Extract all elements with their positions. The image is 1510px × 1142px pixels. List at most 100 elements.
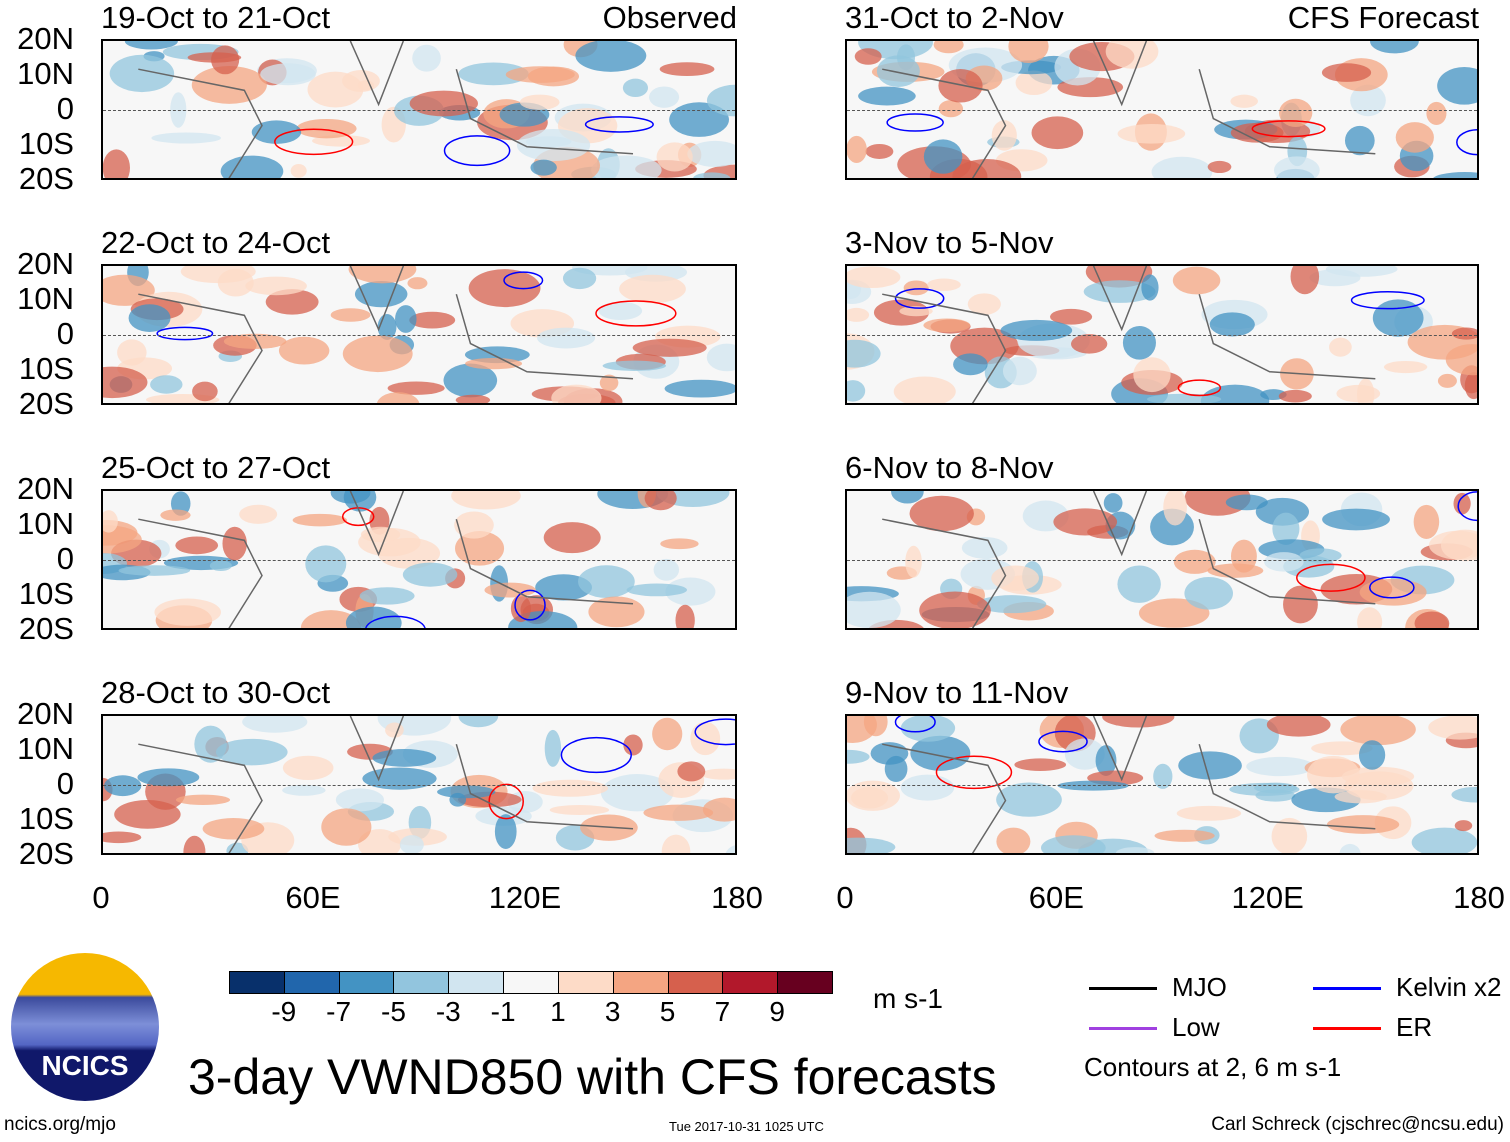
panel-source-label: Observed bbox=[602, 0, 737, 35]
anomaly-blob bbox=[1271, 817, 1308, 853]
anomaly-blob bbox=[154, 598, 222, 626]
anomaly-blob bbox=[220, 155, 284, 178]
coastline bbox=[882, 266, 1376, 403]
equator-line bbox=[847, 559, 1477, 561]
anomaly-blob bbox=[1299, 548, 1342, 563]
anomaly-blob bbox=[1207, 563, 1264, 578]
lat-tick-label: 10N bbox=[17, 731, 74, 766]
anomaly-blob bbox=[103, 149, 130, 178]
lat-tick-label: 10S bbox=[18, 351, 74, 386]
anomaly-blob bbox=[1266, 716, 1331, 737]
equator-line bbox=[847, 784, 1477, 786]
anomaly-blob bbox=[1273, 156, 1320, 178]
anomaly-blob bbox=[1057, 780, 1129, 791]
coastline bbox=[138, 716, 634, 853]
anomaly-blob bbox=[578, 565, 635, 598]
anomaly-blob bbox=[893, 376, 956, 403]
anomaly-blob bbox=[1053, 508, 1118, 536]
anomaly-field bbox=[103, 41, 735, 178]
anomaly-blob bbox=[484, 582, 536, 598]
anomaly-blob bbox=[1153, 763, 1173, 789]
anomaly-blob bbox=[103, 510, 118, 533]
panel-title: 28-Oct to 30-Oct bbox=[101, 675, 331, 710]
kelvin-contour bbox=[1369, 576, 1415, 599]
map-panel bbox=[101, 489, 737, 630]
anomaly-blob bbox=[376, 392, 420, 403]
anomaly-blob bbox=[321, 808, 372, 846]
panel-title: 6-Nov to 8-Nov bbox=[845, 450, 1054, 485]
footer-url: ncics.org/mjo bbox=[4, 1114, 116, 1135]
anomaly-blob bbox=[649, 86, 680, 108]
anomaly-blob bbox=[952, 159, 1022, 178]
anomaly-blob bbox=[1395, 122, 1434, 153]
anomaly-blob bbox=[927, 278, 961, 291]
anomaly-blob bbox=[847, 135, 867, 163]
kelvin-contour bbox=[694, 718, 735, 746]
anomaly-blob bbox=[664, 379, 735, 398]
anomaly-blob bbox=[544, 729, 562, 767]
anomaly-blob bbox=[465, 357, 523, 370]
anomaly-blob bbox=[454, 511, 494, 539]
anomaly-blob bbox=[687, 140, 735, 167]
anomaly-blob bbox=[1307, 755, 1360, 794]
anomaly-blob bbox=[977, 595, 1047, 614]
anomaly-blob bbox=[1451, 786, 1477, 803]
equator-line bbox=[103, 784, 735, 786]
anomaly-blob bbox=[706, 343, 735, 372]
er-contour bbox=[274, 128, 354, 156]
anomaly-blob bbox=[175, 536, 219, 555]
lat-tick-label: 0 bbox=[56, 766, 74, 801]
lon-tick-label: 0 bbox=[92, 880, 110, 915]
kelvin-contour bbox=[503, 271, 544, 290]
lat-tick-label: 10S bbox=[18, 576, 74, 611]
map-panel bbox=[845, 264, 1479, 405]
panel-title: 25-Oct to 27-Oct bbox=[101, 450, 331, 485]
anomaly-blob bbox=[510, 595, 532, 623]
colorbar-label: 7 bbox=[714, 996, 731, 1027]
anomaly-blob bbox=[222, 526, 247, 561]
equator-line bbox=[103, 334, 735, 336]
equator-line bbox=[847, 334, 1477, 336]
anomaly-blob bbox=[1184, 577, 1233, 610]
lat-tick-label: 0 bbox=[56, 91, 74, 126]
lon-tick-label: 120E bbox=[1231, 880, 1304, 915]
lat-tick-label: 10S bbox=[18, 801, 74, 836]
anomaly-blob bbox=[1411, 827, 1477, 853]
anomaly-blob bbox=[1445, 344, 1477, 376]
anomaly-blob bbox=[1015, 70, 1053, 96]
anomaly-blob bbox=[991, 120, 1017, 151]
anomaly-blob bbox=[1451, 327, 1477, 340]
anomaly-blob bbox=[409, 90, 478, 117]
anomaly-blob bbox=[1428, 716, 1477, 740]
anomaly-blob bbox=[1133, 357, 1171, 393]
colorbar-label: 5 bbox=[659, 996, 676, 1027]
lat-tick-label: 20S bbox=[18, 386, 74, 421]
anomaly-blob bbox=[104, 775, 142, 797]
lat-tick-label: 0 bbox=[56, 316, 74, 351]
anomaly-blob bbox=[1264, 552, 1304, 572]
anomaly-blob bbox=[357, 80, 375, 91]
anomaly-blob bbox=[1358, 740, 1386, 770]
anomaly-blob bbox=[395, 305, 417, 333]
colorbar-swatch bbox=[283, 971, 340, 994]
anomaly-blob bbox=[1339, 843, 1361, 853]
panel-title: 9-Nov to 11-Nov bbox=[845, 675, 1069, 710]
coastline bbox=[138, 491, 634, 628]
anomaly-blob bbox=[1117, 124, 1186, 144]
equator-line bbox=[847, 109, 1477, 111]
anomaly-blob bbox=[677, 761, 706, 782]
anomaly-blob bbox=[109, 54, 175, 93]
anomaly-blob bbox=[1178, 751, 1242, 780]
anomaly-blob bbox=[103, 525, 142, 554]
anomaly-blob bbox=[532, 779, 609, 797]
anomaly-blob bbox=[455, 394, 491, 403]
anomaly-blob bbox=[909, 495, 974, 532]
panel-title: 19-Oct to 21-Oct bbox=[101, 0, 331, 35]
anomaly-blob bbox=[653, 558, 680, 581]
kelvin-contour bbox=[886, 113, 944, 132]
anomaly-blob bbox=[967, 293, 1001, 315]
anomaly-blob bbox=[996, 827, 1031, 853]
anomaly-blob bbox=[1172, 266, 1221, 295]
anomaly-blob bbox=[865, 143, 894, 159]
anomaly-blob bbox=[505, 66, 575, 83]
